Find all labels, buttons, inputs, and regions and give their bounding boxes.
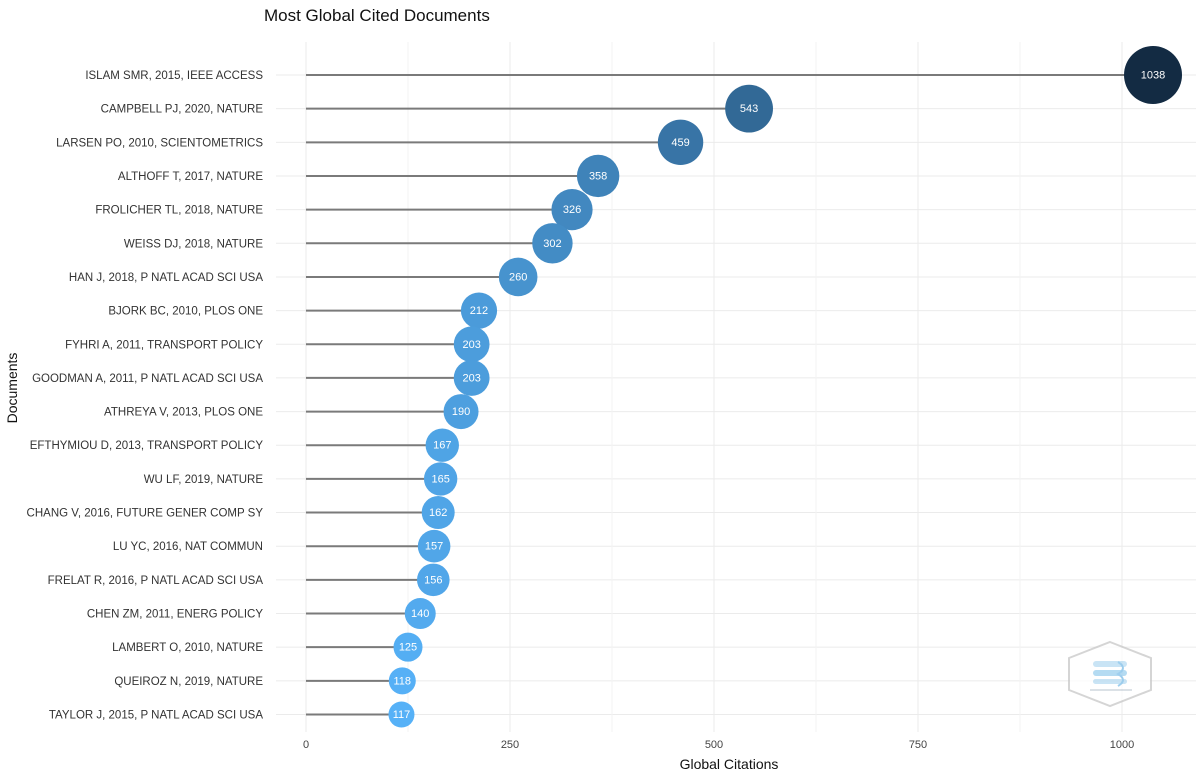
category-label: QUEIROZ N, 2019, NATURE <box>114 676 263 688</box>
value-label: 140 <box>411 608 429 620</box>
category-label: FYHRI A, 2011, TRANSPORT POLICY <box>65 339 263 351</box>
x-tick-label: 0 <box>303 739 309 751</box>
x-tick-label: 250 <box>501 739 519 751</box>
value-label: 167 <box>433 440 451 452</box>
grid <box>276 42 1196 732</box>
lollipop-dot <box>423 462 458 496</box>
category-label: BJORK BC, 2010, PLOS ONE <box>108 306 263 318</box>
value-label: 190 <box>452 406 470 418</box>
lollipop-dot <box>725 84 773 133</box>
category-label: CHANG V, 2016, FUTURE GENER COMP SY <box>27 508 264 520</box>
category-label: LU YC, 2016, NAT COMMUN <box>113 541 263 553</box>
category-label: ALTHOFF T, 2017, NATURE <box>118 171 263 183</box>
value-label: 118 <box>394 675 412 687</box>
lollipop-dot <box>417 529 451 563</box>
lollipop-dot <box>404 598 436 630</box>
lollipop-dot <box>443 394 479 430</box>
x-tick-labels: 0 250 500 750 1000 <box>303 739 1134 751</box>
category-label: WU LF, 2019, NATURE <box>144 474 264 486</box>
category-labels: ISLAM SMR, 2015, IEEE ACCESS CAMPBELL PJ,… <box>27 70 264 722</box>
lollipop-dot <box>1124 46 1183 104</box>
category-label: GOODMAN A, 2011, P NATL ACAD SCI USA <box>32 373 263 385</box>
lollipop-dot <box>576 154 620 198</box>
value-label: 212 <box>470 305 488 317</box>
value-label: 125 <box>399 642 417 654</box>
value-label: 302 <box>543 238 561 250</box>
lollipop-dot <box>388 667 416 695</box>
x-tick-label: 1000 <box>1110 739 1134 751</box>
lollipop-dot <box>460 292 498 329</box>
lollipop-dot <box>498 257 538 297</box>
category-label: ISLAM SMR, 2015, IEEE ACCESS <box>85 70 263 82</box>
x-tick-label: 500 <box>705 739 723 751</box>
category-label: CHEN ZM, 2011, ENERG POLICY <box>87 609 263 621</box>
lollipop-dot <box>551 189 593 231</box>
stems <box>306 74 1154 716</box>
value-label: 157 <box>425 541 443 553</box>
value-label: 162 <box>429 507 447 519</box>
lollipop-dot <box>453 326 490 363</box>
lollipop-dot <box>425 428 459 462</box>
dots: 1038 543 459 358 326 302 260 212 203 203 190 167 165… <box>388 46 1183 728</box>
value-label: 165 <box>431 473 449 485</box>
lollipop-dot <box>657 119 704 166</box>
lollipop-dot <box>388 701 415 728</box>
category-label: LARSEN PO, 2010, SCIENTOMETRICS <box>56 137 263 149</box>
lollipop-dot <box>416 563 450 597</box>
category-label: FRELAT R, 2016, P NATL ACAD SCI USA <box>48 575 264 587</box>
category-label: CAMPBELL PJ, 2020, NATURE <box>101 104 264 116</box>
value-label: 1038 <box>1141 70 1165 82</box>
category-label: ATHREYA V, 2013, PLOS ONE <box>104 407 263 419</box>
value-label: 117 <box>393 709 411 721</box>
category-label: WEISS DJ, 2018, NATURE <box>124 238 263 250</box>
category-label: EFTHYMIOU D, 2013, TRANSPORT POLICY <box>30 440 264 452</box>
logo <box>1068 640 1152 708</box>
value-label: 203 <box>462 339 480 351</box>
y-axis-title: Documents <box>4 353 20 424</box>
x-axis-title: Global Citations <box>680 756 779 772</box>
lollipop-dot <box>532 223 573 264</box>
lollipop-dot <box>393 632 423 662</box>
x-tick-label: 750 <box>909 739 927 751</box>
category-label: LAMBERT O, 2010, NATURE <box>112 642 263 654</box>
value-label: 459 <box>671 137 689 149</box>
value-label: 326 <box>563 204 581 216</box>
category-label: FROLICHER TL, 2018, NATURE <box>95 205 263 217</box>
value-label: 156 <box>424 574 442 586</box>
value-label: 543 <box>740 103 758 115</box>
lollipop-dot <box>421 496 455 530</box>
value-label: 358 <box>589 170 607 182</box>
chart-title: Most Global Cited Documents <box>264 6 490 25</box>
category-label: HAN J, 2018, P NATL ACAD SCI USA <box>69 272 263 284</box>
value-label: 203 <box>462 372 480 384</box>
category-label: TAYLOR J, 2015, P NATL ACAD SCI USA <box>49 710 263 722</box>
lollipop-dot <box>453 360 490 396</box>
value-label: 260 <box>509 271 527 283</box>
